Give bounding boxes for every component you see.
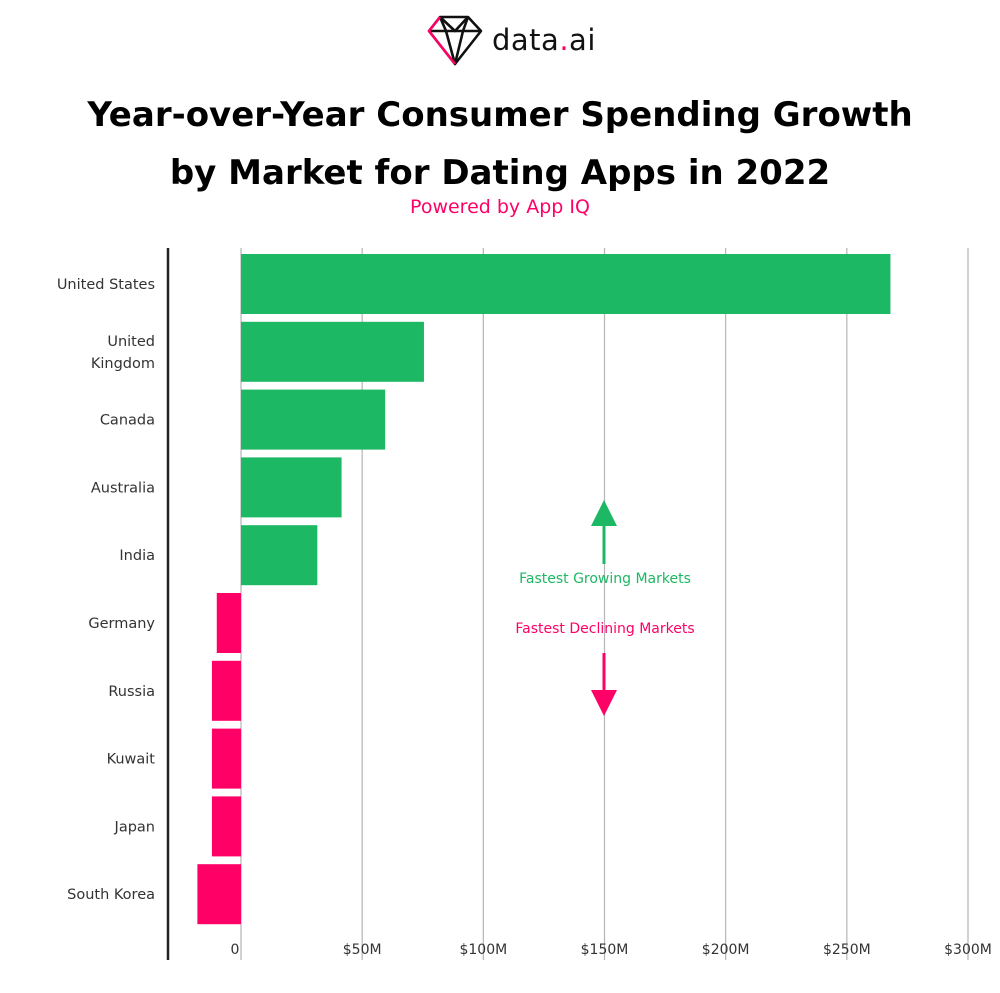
y-category-label: United States: [57, 277, 155, 293]
bar-united-kingdom: [241, 321, 424, 382]
y-category-label: India: [119, 548, 155, 564]
brand-name: data.ai: [492, 23, 596, 57]
y-category-label: Russia: [108, 684, 155, 700]
bar-japan: [211, 796, 241, 857]
bar-canada: [241, 389, 386, 450]
bar-russia: [211, 660, 241, 721]
bar-south-korea: [197, 864, 241, 925]
brand-logo: data.ai: [426, 14, 596, 66]
x-tick-label: 0: [231, 942, 240, 958]
chart-title-line1: Year-over-Year Consumer Spending Growth: [87, 95, 913, 135]
diamond-logo-icon: [427, 15, 483, 66]
annotation-declining: Fastest Declining Markets: [515, 621, 694, 637]
y-category-label: Canada: [100, 413, 155, 429]
y-category-label: Japan: [114, 819, 155, 835]
arrow-down-icon: [591, 690, 617, 716]
y-category-label: Australia: [91, 480, 155, 496]
x-tick-label: $200M: [702, 942, 750, 958]
chart-subtitle: Powered by App IQ: [410, 196, 590, 218]
chart-title-line2: by Market for Dating Apps in 2022: [169, 153, 831, 193]
bar-germany: [216, 593, 241, 653]
bar-india: [241, 525, 318, 586]
chart-title: Year-over-Year Consumer Spending Growth …: [0, 86, 1000, 202]
x-tick-label: $100M: [459, 942, 507, 958]
x-tick-label: $300M: [944, 942, 992, 958]
x-tick-label: $50M: [343, 942, 382, 958]
y-category-label: Kuwait: [107, 752, 156, 768]
x-tick-label: $150M: [581, 942, 629, 958]
bar-kuwait: [211, 728, 241, 789]
x-tick-label: $250M: [823, 942, 871, 958]
arrow-up-icon: [591, 500, 617, 526]
bar-united-states: [241, 254, 891, 314]
bar-australia: [241, 457, 342, 518]
annotation-growing: Fastest Growing Markets: [519, 571, 691, 587]
y-category-label: United Kingdom: [91, 334, 155, 372]
y-category-label: South Korea: [67, 887, 155, 903]
y-category-label: Germany: [88, 616, 155, 632]
